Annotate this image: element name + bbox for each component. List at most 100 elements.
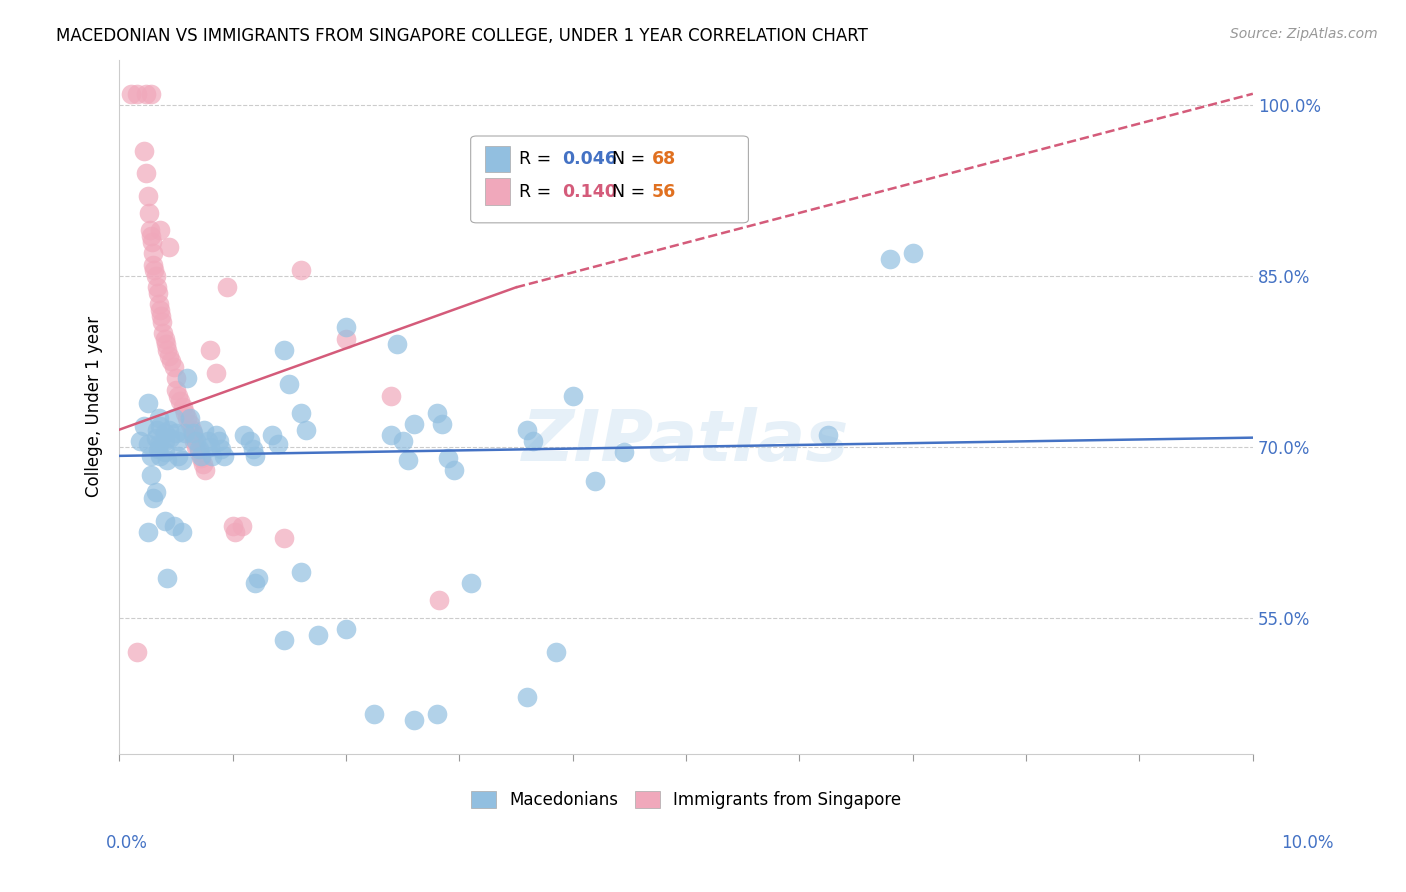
Text: R =: R = bbox=[519, 183, 562, 201]
Point bbox=[149, 223, 172, 237]
Point bbox=[516, 690, 538, 705]
Point bbox=[443, 462, 465, 476]
Point bbox=[149, 303, 172, 318]
Point bbox=[290, 565, 312, 579]
Point bbox=[190, 451, 212, 466]
Point bbox=[191, 457, 214, 471]
Point bbox=[167, 449, 190, 463]
Point bbox=[170, 525, 193, 540]
Point bbox=[544, 645, 567, 659]
Point bbox=[190, 449, 212, 463]
Point bbox=[273, 531, 295, 545]
Point bbox=[148, 297, 170, 311]
Point bbox=[150, 314, 173, 328]
Point bbox=[194, 462, 217, 476]
Point bbox=[179, 417, 201, 431]
Point bbox=[307, 627, 329, 641]
Point bbox=[583, 474, 606, 488]
Point bbox=[135, 166, 157, 180]
Point bbox=[163, 519, 186, 533]
Point bbox=[179, 411, 201, 425]
Point bbox=[242, 442, 264, 456]
Point bbox=[426, 707, 449, 722]
Point bbox=[197, 434, 219, 448]
Point bbox=[221, 519, 243, 533]
Point bbox=[167, 388, 190, 402]
Point bbox=[142, 258, 165, 272]
Point bbox=[516, 423, 538, 437]
Point bbox=[262, 428, 284, 442]
Point bbox=[160, 354, 183, 368]
Legend: Macedonians, Immigrants from Singapore: Macedonians, Immigrants from Singapore bbox=[464, 784, 908, 815]
Point bbox=[273, 343, 295, 357]
Point bbox=[278, 377, 301, 392]
Point bbox=[174, 406, 197, 420]
Point bbox=[187, 445, 209, 459]
Point bbox=[153, 332, 176, 346]
Point bbox=[136, 396, 159, 410]
Point bbox=[295, 423, 318, 437]
Point bbox=[170, 453, 193, 467]
Point bbox=[402, 417, 425, 431]
Point bbox=[427, 593, 450, 607]
Point bbox=[165, 371, 187, 385]
Point bbox=[437, 451, 460, 466]
Point bbox=[204, 428, 226, 442]
FancyBboxPatch shape bbox=[485, 178, 510, 205]
Point bbox=[163, 359, 186, 374]
Point bbox=[426, 406, 449, 420]
Point bbox=[145, 431, 167, 445]
Point bbox=[153, 514, 176, 528]
Point bbox=[183, 434, 205, 448]
Point bbox=[156, 343, 179, 357]
Point bbox=[290, 406, 312, 420]
FancyBboxPatch shape bbox=[485, 145, 510, 172]
Text: ZIPatlas: ZIPatlas bbox=[523, 407, 849, 476]
Point bbox=[522, 434, 544, 448]
Text: N =: N = bbox=[600, 150, 651, 168]
Point bbox=[156, 453, 179, 467]
Point bbox=[148, 437, 170, 451]
Point bbox=[145, 423, 167, 437]
Point bbox=[143, 263, 166, 277]
Point bbox=[138, 206, 160, 220]
Point bbox=[432, 417, 454, 431]
Point bbox=[613, 445, 636, 459]
FancyBboxPatch shape bbox=[471, 136, 748, 223]
Text: 10.0%: 10.0% bbox=[1281, 834, 1334, 852]
Point bbox=[153, 445, 176, 459]
Point bbox=[157, 349, 180, 363]
Point bbox=[145, 280, 167, 294]
Point bbox=[181, 426, 204, 441]
Point bbox=[139, 223, 162, 237]
Point bbox=[128, 434, 150, 448]
Point bbox=[150, 309, 173, 323]
Point bbox=[209, 442, 232, 456]
Text: Source: ZipAtlas.com: Source: ZipAtlas.com bbox=[1230, 27, 1378, 41]
Point bbox=[204, 366, 226, 380]
Point bbox=[174, 426, 197, 441]
Point bbox=[139, 449, 162, 463]
Point bbox=[231, 519, 253, 533]
Point bbox=[176, 411, 198, 425]
Point bbox=[153, 426, 176, 441]
Point bbox=[146, 286, 169, 301]
Point bbox=[136, 189, 159, 203]
Point bbox=[152, 326, 174, 340]
Point bbox=[186, 440, 208, 454]
Point bbox=[245, 576, 267, 591]
Point bbox=[135, 87, 157, 101]
Point bbox=[181, 428, 204, 442]
Point bbox=[186, 434, 208, 448]
Text: 0.0%: 0.0% bbox=[105, 834, 148, 852]
Point bbox=[267, 437, 290, 451]
Point bbox=[335, 320, 357, 334]
Point bbox=[149, 419, 172, 434]
Point bbox=[163, 411, 186, 425]
Point bbox=[460, 576, 482, 591]
Point bbox=[363, 707, 385, 722]
Point bbox=[879, 252, 901, 266]
Point bbox=[201, 449, 224, 463]
Text: 0.046: 0.046 bbox=[562, 150, 617, 168]
Point bbox=[157, 423, 180, 437]
